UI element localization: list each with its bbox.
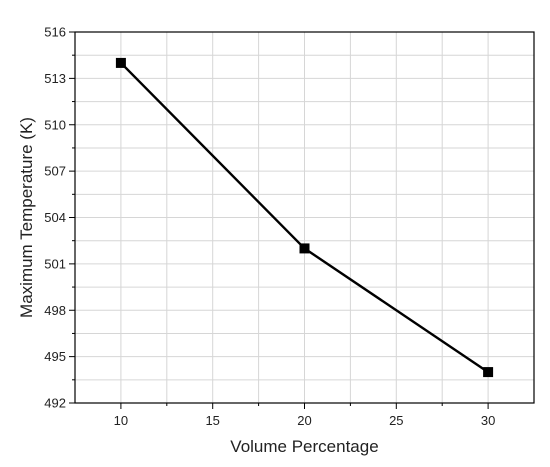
axis-ticks bbox=[69, 31, 489, 409]
x-tick-label: 30 bbox=[481, 413, 495, 428]
tick-labels: 10 15 20 25 30 492 495 498 501 504 507 510 513 516 bbox=[44, 25, 495, 429]
y-tick-label: 513 bbox=[44, 71, 66, 86]
y-tick-label: 492 bbox=[44, 396, 66, 411]
x-tick-label: 25 bbox=[389, 413, 403, 428]
y-tick-label: 507 bbox=[44, 164, 66, 179]
x-tick-label: 15 bbox=[205, 413, 219, 428]
y-tick-label: 501 bbox=[44, 256, 66, 271]
y-tick-label: 516 bbox=[44, 25, 66, 40]
y-tick-label: 495 bbox=[44, 349, 66, 364]
series bbox=[115, 57, 494, 378]
data-point-marker bbox=[115, 57, 126, 68]
x-tick-label: 20 bbox=[297, 413, 311, 428]
data-point-marker bbox=[299, 243, 310, 254]
y-axis-title: Maximum Temperature (K) bbox=[17, 117, 36, 318]
y-tick-label: 510 bbox=[44, 117, 66, 132]
y-tick-label: 498 bbox=[44, 303, 66, 318]
y-tick-label: 504 bbox=[44, 210, 66, 225]
x-axis-title: Volume Percentage bbox=[230, 437, 378, 456]
x-tick-label: 10 bbox=[114, 413, 128, 428]
data-point-marker bbox=[483, 367, 494, 378]
